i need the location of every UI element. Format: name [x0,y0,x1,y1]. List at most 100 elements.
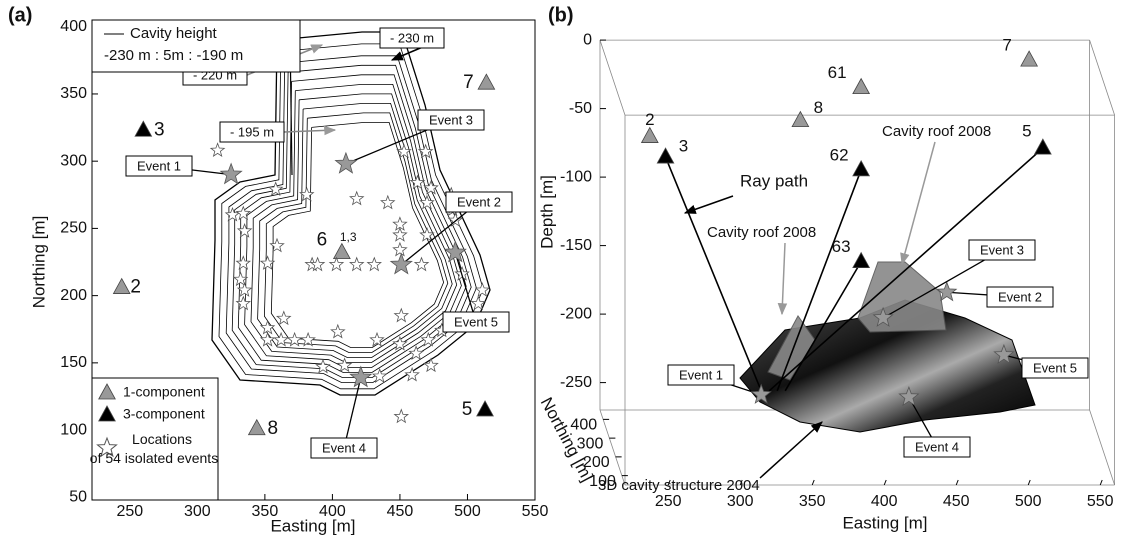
station-label: 7 [1002,36,1011,55]
panel-label: (b) [548,4,574,26]
contours [211,31,491,396]
annotation-arrow [900,141,936,266]
event-label: Event 3 [429,112,473,127]
y-tick-label: 300 [577,435,604,452]
event-location [209,142,226,158]
ray-path [784,261,862,392]
y-tick-label: 100 [589,473,616,490]
label-box [667,364,735,386]
annotation-arrow [283,125,337,136]
box-edge [1089,39,1115,116]
station-marker [247,418,266,436]
contour-line [244,84,462,368]
station-label: 8 [267,418,278,439]
annotation-arrow [777,242,788,316]
contour-label: - 195 m [230,124,274,139]
event-location [267,181,284,197]
event-location [232,271,249,287]
x-tick [667,479,671,486]
station-marker [1033,138,1052,155]
event-location [273,331,289,347]
x-tick-label: 300 [184,503,211,520]
y-tick-label: 350 [60,85,87,102]
event-location [393,408,409,424]
x-tick [883,479,887,486]
event-location [413,256,430,272]
contour-line [250,93,458,363]
event-location [349,256,365,272]
station-marker [332,242,351,260]
ray-path [664,156,762,392]
y-tick-label: 100 [60,421,87,438]
legend-marker [98,405,116,422]
event-label: Event 2 [457,194,501,209]
station-marker [656,147,675,164]
event-location [286,331,303,347]
event-marker [750,383,772,404]
label-box [310,437,378,459]
event-marker [389,252,413,275]
box-edge [599,409,626,486]
event-location [259,319,276,335]
event-marker [936,281,958,302]
label-box [219,121,285,143]
event-location [369,331,385,347]
event-label: Event 1 [137,158,181,173]
station-label: 63 [832,237,851,256]
z-tick-label: -250 [560,374,592,391]
y-tick-label: 250 [60,220,87,237]
event-location [447,212,464,227]
event-location [392,241,408,257]
label-box [442,311,510,333]
event-location [269,237,285,253]
label-box [903,436,971,458]
y-axis-label: Northing [m] [29,216,48,309]
x-tick-label: 550 [522,503,549,520]
event-location [419,194,435,210]
station-label: 61 [828,63,847,82]
z-tick-label: 0 [583,31,592,48]
event-location [235,295,251,311]
label-box [379,27,445,49]
event-location [235,255,251,270]
x-tick [811,479,815,486]
x-tick-label: 550 [1087,493,1114,510]
event-label: Event 2 [998,289,1042,304]
contour-line [211,31,491,396]
event-location [236,282,253,297]
event-marker [349,365,373,388]
panel-label: (a) [8,4,32,26]
y-tick-label: 50 [69,489,87,506]
station-marker [134,120,153,137]
z-tick-label: -200 [560,305,592,322]
annotation: Cavity roof 2008 [707,224,816,241]
legend-box [91,19,301,73]
x-tick-label: 500 [1015,493,1042,510]
event-label: Event 1 [679,367,723,382]
event-label: Event 4 [322,440,366,455]
station-label: 5 [1022,122,1031,141]
event-location [419,226,435,242]
station-label: 62 [830,145,849,164]
event-location [366,256,382,272]
event-location [330,323,346,339]
station-marker [852,251,871,269]
x-tick-label: 250 [116,503,143,520]
station-label: 7 [463,72,474,93]
event-location [276,310,292,326]
event-location [259,255,276,270]
event-label: Event 5 [1033,360,1077,375]
contour-line [270,122,445,348]
label-box [986,286,1054,308]
leader-line [343,377,362,449]
station-marker [791,110,810,128]
x-tick-label: 450 [943,493,970,510]
station-marker [476,400,494,417]
event-label: Event 3 [980,242,1024,257]
legend-label: Cavity height [130,25,218,42]
station-marker [477,73,496,90]
event-location [224,206,241,222]
z-tick-label: -150 [560,237,592,254]
z-axis-label: Depth [m] [537,175,556,249]
